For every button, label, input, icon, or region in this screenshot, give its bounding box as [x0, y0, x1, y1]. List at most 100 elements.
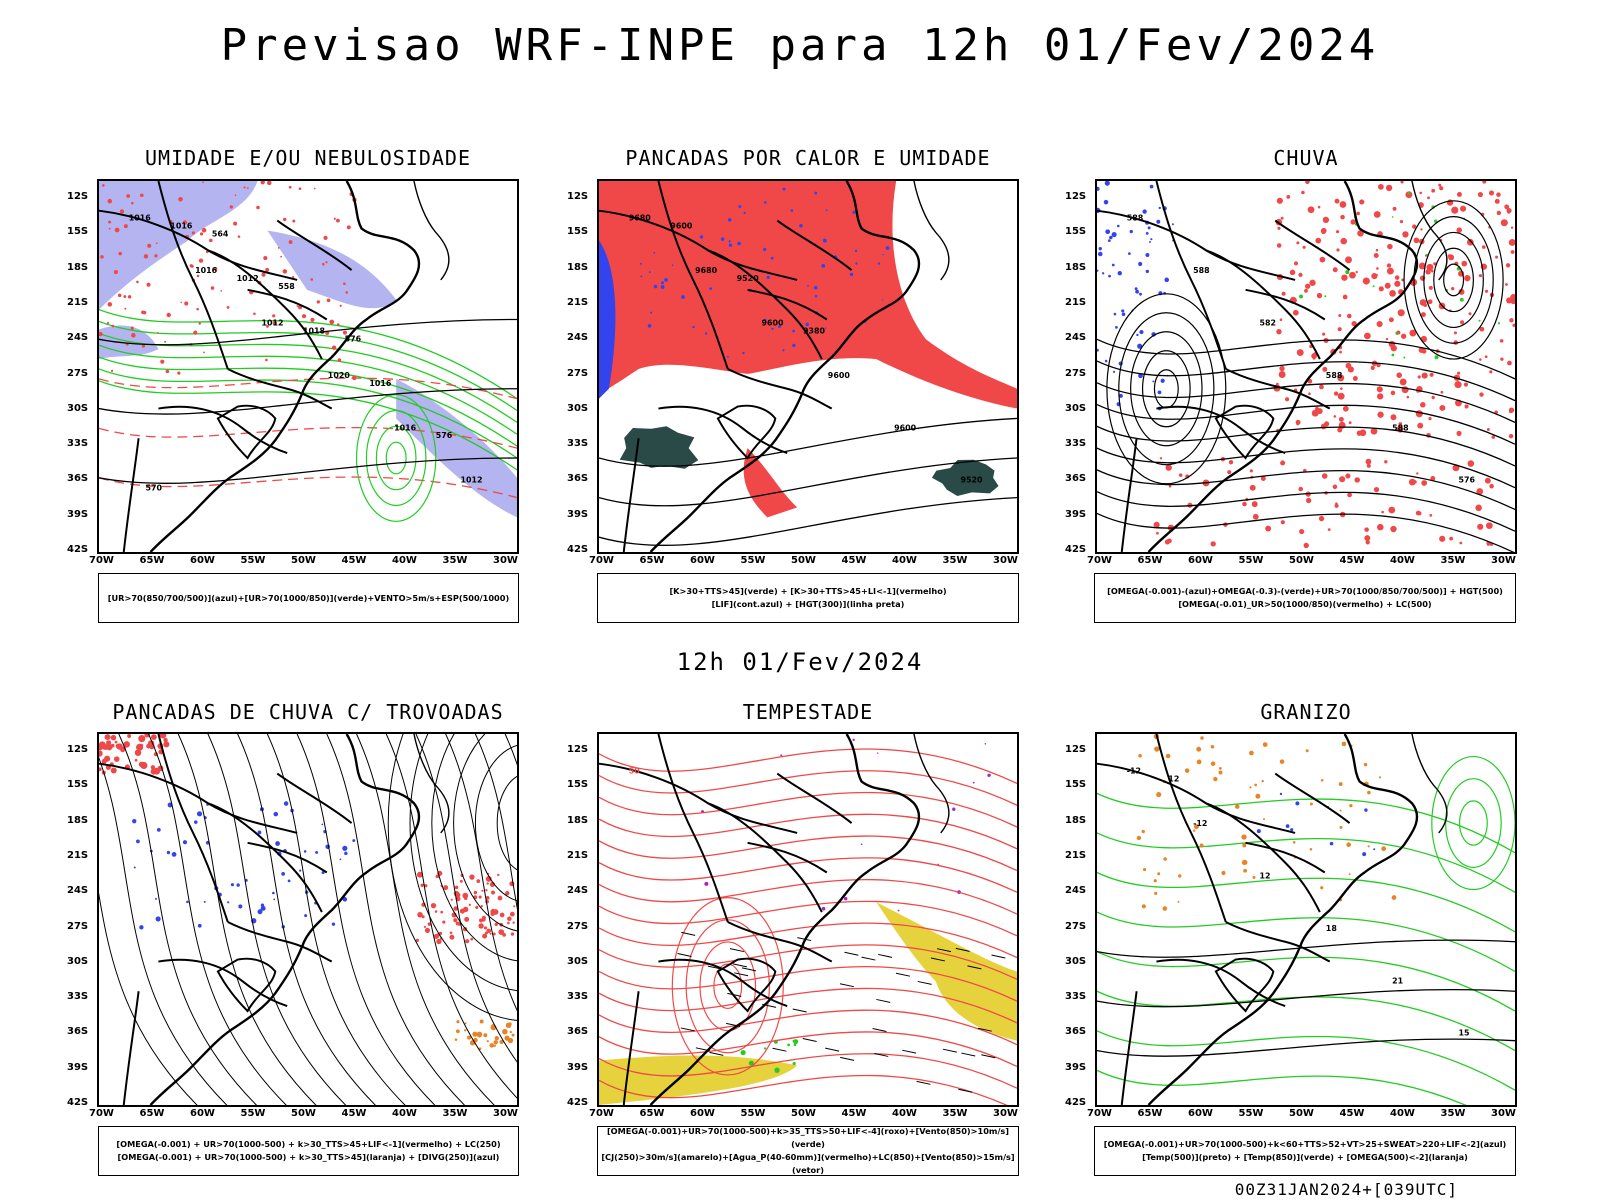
- lat-tick-label: 42S: [67, 1097, 89, 1108]
- rain-red-speckles-dot: [1500, 219, 1508, 227]
- country-border-7: [1274, 219, 1351, 271]
- omega-blue-speckles-dot: [1145, 253, 1150, 257]
- omega500-orange-speckles-dot: [1242, 859, 1248, 865]
- lifted-index-contours-dot: [763, 318, 767, 322]
- rain-red-speckles-dot: [1279, 365, 1285, 372]
- rain-red-speckles-dot: [1468, 312, 1472, 316]
- thickness-speckles-dot: [136, 280, 139, 284]
- omega500-orange-speckles-dot: [1184, 768, 1190, 773]
- storm-red-speckles-dot: [489, 932, 492, 935]
- rain-red-speckles-dot: [1338, 314, 1342, 318]
- storm-red-speckles-dot: [481, 889, 484, 892]
- thickness-speckles-dot: [193, 330, 198, 335]
- rain-red-speckles-dot: [1439, 535, 1446, 542]
- rain-red-speckles-dot: [1476, 488, 1484, 495]
- omega-blue-speckles-dot: [1149, 240, 1151, 243]
- lat-tick-label: 39S: [67, 508, 89, 520]
- temp500-contours-line: [1097, 939, 1515, 958]
- rain-red-speckles-dot: [1390, 525, 1397, 533]
- rain-red-speckles-dot: [1296, 422, 1300, 426]
- hgt500-contours-line: [1097, 447, 1515, 489]
- hgt500-cyclone: [1403, 200, 1504, 360]
- omega500-orange-speckles-dot: [1153, 879, 1157, 883]
- omega500-orange-speckles-dot: [1348, 873, 1351, 876]
- wind-vector: [955, 947, 970, 952]
- thickness-speckles-dot: [313, 187, 316, 190]
- thickness-speckles-dot: [110, 369, 114, 372]
- rain-red-speckles-dot: [1389, 290, 1396, 297]
- lat-tick-label: 21S: [67, 296, 89, 308]
- omega500-orange-speckles-dot: [1320, 779, 1324, 782]
- rain-red-speckles-dot: [1421, 480, 1428, 486]
- thickness-speckles-dot: [196, 307, 199, 311]
- omega-blue-speckles-dot: [1129, 229, 1133, 234]
- storm-red-speckles-dot: [440, 910, 444, 914]
- hail-blue-speckles-dot: [1329, 841, 1334, 846]
- country-border-4: [1245, 288, 1326, 321]
- lifted-index-contours-dot: [825, 209, 828, 212]
- thickness-speckles-dot: [266, 181, 272, 186]
- omega-blue-speckles-dot: [1113, 312, 1117, 316]
- omega500-orange-speckles-dot: [1363, 762, 1368, 767]
- storm-orange-speckles-dot: [456, 1020, 460, 1024]
- hgt500-contours-line: [1097, 512, 1515, 552]
- contour-label: 1018: [303, 326, 326, 335]
- contour-label: 1016: [195, 266, 218, 275]
- low-level-humidity-contours: [99, 309, 517, 471]
- thickness-speckles-dot: [203, 351, 205, 354]
- rain-red-speckles-dot: [1479, 358, 1482, 361]
- omega500-orange-speckles-dot: [1178, 874, 1182, 878]
- rain-red-speckles-dot: [1431, 269, 1434, 273]
- lc850-contours-line: [599, 944, 1017, 980]
- legend-line: [UR>70(850/700/500)](azul)+[UR>70(1000/8…: [107, 592, 510, 603]
- coastline: [1147, 181, 1419, 552]
- divergence-blue-speckles-dot: [236, 883, 240, 887]
- omega500-orange-speckles-dot: [1192, 829, 1196, 832]
- contour-label: 1012: [461, 476, 483, 485]
- storm-red-speckles-dot: [512, 921, 515, 924]
- lat-tick-label: 27S: [567, 367, 589, 379]
- rain-red-speckles-dot: [1322, 332, 1326, 336]
- coastline-borders: [1097, 181, 1448, 552]
- storm-purple-speckles-dot: [852, 738, 855, 742]
- storm-red-speckles-dot: [494, 922, 498, 927]
- contour-label: 21: [1392, 976, 1403, 985]
- map-pancadas-calor: 9680 9680 9600 9600 9600 9520 9600 9520 9380: [597, 179, 1019, 554]
- storm-red-speckles-dot: [138, 734, 146, 743]
- rain-red-speckles-dot: [1279, 318, 1283, 321]
- hgt500-contours-line: [1097, 360, 1515, 402]
- rain-red-speckles-dot: [1477, 191, 1484, 198]
- lifted-index-blue-area: [599, 240, 616, 399]
- storm-red-speckles-dot: [127, 734, 132, 738]
- lat-tick-label: 33S: [1065, 991, 1087, 1003]
- storm-orange-speckles-dot: [489, 1043, 495, 1048]
- lifted-index-contours: [639, 187, 890, 358]
- country-border-7: [776, 219, 853, 271]
- thickness-speckles-dot: [310, 317, 315, 322]
- rain-red-speckles-dot: [1341, 274, 1348, 281]
- rain-red-speckles-dot: [1340, 214, 1345, 220]
- rain-red-speckles-dot: [1385, 184, 1393, 192]
- storm-purple-speckles-dot: [897, 909, 900, 912]
- storm-red-speckles-dot: [449, 934, 455, 940]
- rain-red-speckles-dot: [1308, 392, 1311, 395]
- omega500-orange-speckles-dot: [1162, 906, 1168, 911]
- storm-red-speckles-dot: [99, 767, 102, 772]
- lifted-index-contours-dot: [813, 285, 818, 290]
- country-border-4: [1245, 841, 1326, 874]
- rain-red-speckles-dot: [1320, 423, 1327, 430]
- hgt300-contours: [599, 417, 1017, 547]
- omega500-orange-speckles-dot: [1221, 870, 1226, 876]
- storm-red-speckles-dot: [491, 890, 496, 895]
- wind-vector: [729, 948, 745, 953]
- rain-red-speckles-dot: [1385, 337, 1389, 341]
- rain-red-speckles-dot: [1427, 196, 1430, 200]
- omega-blue-speckles-dot: [1134, 287, 1138, 291]
- thickness-speckles-dot: [337, 358, 342, 362]
- low-level-humidity-contours-line: [99, 320, 517, 412]
- divergence-blue-speckles-dot: [321, 823, 324, 826]
- low-level-humidity-contours-line: [99, 368, 517, 459]
- lon-tick-label: 55W: [740, 1108, 766, 1119]
- rain-red-speckles-dot: [1165, 464, 1172, 471]
- storm-red-speckles-dot: [415, 938, 419, 942]
